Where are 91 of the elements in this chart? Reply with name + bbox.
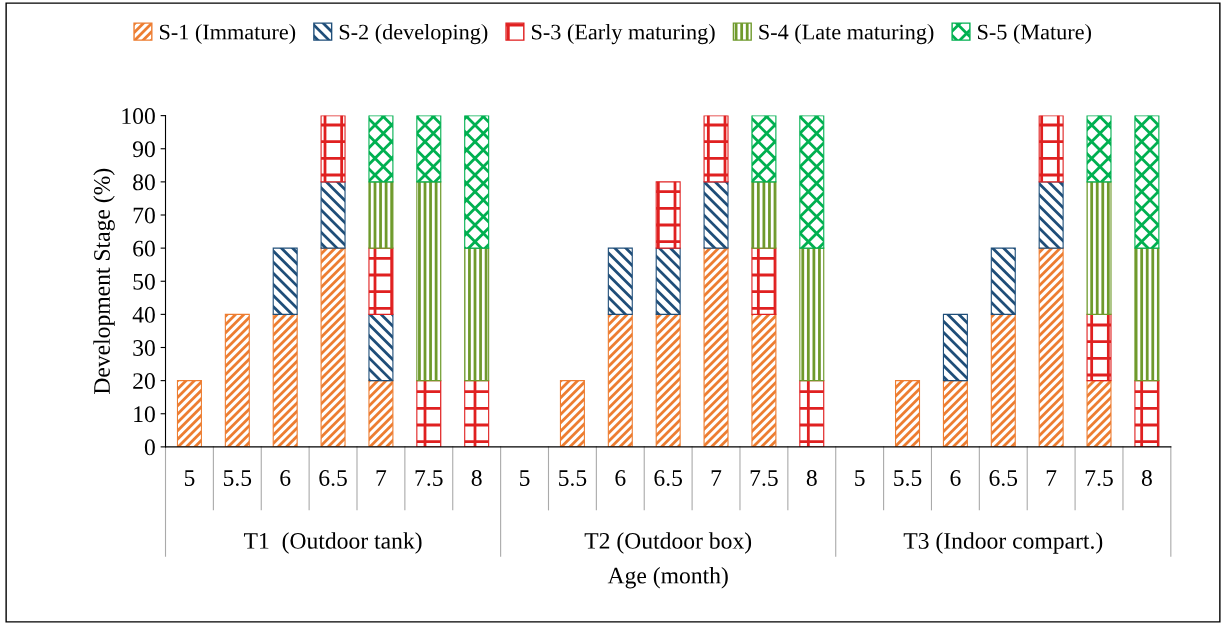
bar xyxy=(655,313,681,447)
bar xyxy=(655,247,681,315)
x-tick-label: 6 xyxy=(280,470,291,486)
bar xyxy=(751,247,777,315)
bar xyxy=(990,313,1016,447)
y-tick-label: 50 xyxy=(133,273,155,290)
y-tick-label: 100 xyxy=(122,108,155,125)
x-tick-label: 5 xyxy=(855,470,865,486)
x-tick-label: 5.5 xyxy=(223,470,252,487)
text: T3 (Indoor compart.) xyxy=(903,532,1103,554)
bar xyxy=(559,380,585,447)
legend-label: S-2 (developing) xyxy=(339,23,488,45)
bar xyxy=(368,181,394,249)
legend-label: S-4 (Late maturing) xyxy=(759,23,934,45)
y-tick-label: 70 xyxy=(133,207,155,224)
y-tick-label: 0 xyxy=(144,439,155,456)
bar xyxy=(464,247,490,382)
y-tick-label: 80 xyxy=(133,174,155,191)
bar xyxy=(942,380,968,447)
bar xyxy=(1038,115,1064,183)
bar xyxy=(799,380,825,447)
x-tick-label: 6 xyxy=(615,470,626,486)
bar xyxy=(1038,181,1064,249)
x-tick-label: 8 xyxy=(806,469,817,486)
bar xyxy=(895,380,921,447)
x-tick-label: 5 xyxy=(184,470,195,486)
bar xyxy=(1038,247,1064,447)
x-tick-label: 8 xyxy=(471,469,482,486)
bar xyxy=(703,247,729,447)
y-tick-label: 40 xyxy=(132,306,155,323)
bar xyxy=(1134,247,1160,382)
y-tick-label: 60 xyxy=(133,240,155,257)
bar xyxy=(751,313,777,447)
bar xyxy=(607,247,633,315)
y-axis-title: Development Stage (%) xyxy=(93,168,115,394)
y-tick-label: 20 xyxy=(133,373,155,390)
x-tick-label: 5.5 xyxy=(894,470,922,487)
bar xyxy=(703,115,729,183)
x-axis-title: Age (month) xyxy=(607,566,728,589)
bar xyxy=(1134,380,1160,447)
x-tick-label: 7 xyxy=(711,470,722,486)
bar xyxy=(607,313,633,447)
x-tick-label: 7.5 xyxy=(750,470,778,487)
bar xyxy=(751,181,777,249)
bar xyxy=(655,181,681,249)
y-tick-label: 30 xyxy=(133,339,155,356)
bar xyxy=(1086,313,1112,382)
bar xyxy=(1086,181,1112,315)
bar xyxy=(224,313,250,447)
y-tick-label: 10 xyxy=(134,406,155,423)
bar xyxy=(320,247,346,447)
text: T1 (Outdoor tank) xyxy=(243,532,422,554)
x-tick-label: 6.5 xyxy=(319,470,347,487)
x-tick-label: 6 xyxy=(950,470,961,486)
bar xyxy=(368,247,394,315)
x-tick-label: 5.5 xyxy=(559,470,587,487)
bar xyxy=(320,115,346,183)
bar xyxy=(272,313,298,447)
bar xyxy=(368,380,394,447)
x-tick-label: 8 xyxy=(1141,469,1152,486)
bar xyxy=(272,247,298,315)
legend-label: S-3 (Early maturing) xyxy=(531,23,715,45)
y-tick-label: 90 xyxy=(132,141,155,158)
bar xyxy=(176,380,202,447)
bar xyxy=(1086,115,1112,183)
bar xyxy=(1134,115,1160,249)
bar xyxy=(942,313,968,382)
x-tick-label: 7.5 xyxy=(1085,470,1113,487)
bar xyxy=(799,247,825,382)
bar xyxy=(464,380,490,447)
bar xyxy=(1086,380,1112,447)
x-tick-label: 5 xyxy=(520,470,530,486)
legend-label: S-5 (Mature) xyxy=(978,23,1091,45)
bar xyxy=(799,115,825,249)
text: T2 (Outdoor box) xyxy=(584,532,752,554)
bar xyxy=(368,115,394,183)
legend-label: S-1 (Immature) xyxy=(159,23,296,45)
bar xyxy=(990,247,1016,315)
x-tick-label: 6.5 xyxy=(654,470,682,487)
bar xyxy=(751,115,777,183)
x-tick-label: 7 xyxy=(376,470,387,486)
x-tick-label: 6.5 xyxy=(989,470,1018,487)
x-tick-label: 7.5 xyxy=(415,470,443,487)
bar xyxy=(416,380,442,447)
bar xyxy=(703,181,729,249)
bar xyxy=(416,181,442,382)
x-tick-label: 7 xyxy=(1046,470,1057,486)
bar xyxy=(416,115,442,183)
bar xyxy=(464,115,490,249)
bar xyxy=(368,313,394,382)
bar xyxy=(320,181,346,249)
